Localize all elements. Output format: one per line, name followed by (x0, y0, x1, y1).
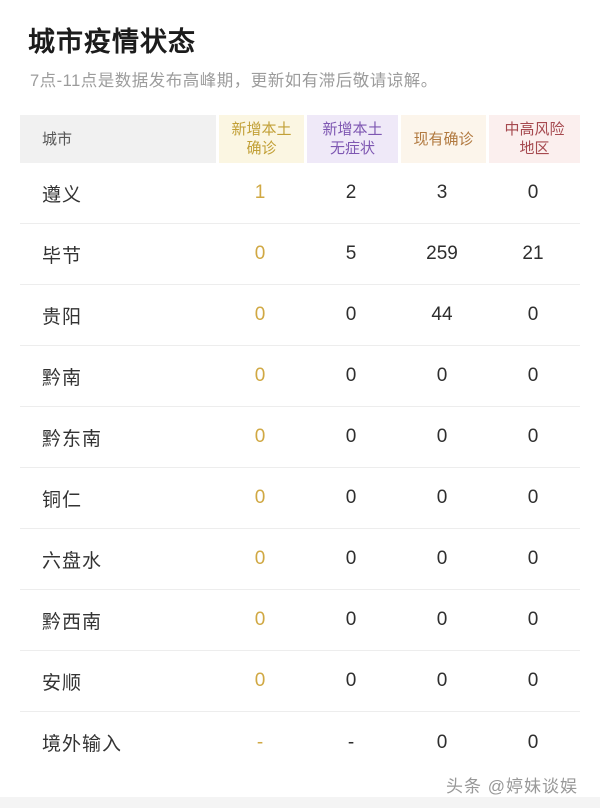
table-row: 贵阳 0 0 44 0 (20, 285, 580, 346)
table-row: 毕节 0 5 259 21 (20, 224, 580, 285)
table-row: 六盘水 0 0 0 0 (20, 529, 580, 590)
value-cell-new-local-asymptomatic: 0 (345, 304, 357, 325)
table-header-row: 城市 新增本土 确诊 新增本土 无症状 现有确诊 中高风险 地区 (20, 115, 580, 163)
value-cell-med-high-risk-areas: 0 (527, 365, 539, 386)
value-cell-existing-confirmed: 44 (431, 304, 453, 325)
value-cell-med-high-risk-areas: 21 (522, 243, 544, 264)
value-cell-existing-confirmed: 0 (436, 609, 448, 630)
bottom-band (0, 797, 600, 808)
value-cell-new-local-asymptomatic: 0 (345, 365, 357, 386)
value-cell-new-local-asymptomatic: 0 (345, 670, 357, 691)
city-cell: 六盘水 (42, 550, 103, 572)
value-cell-new-local-asymptomatic: - (347, 731, 355, 753)
value-cell-new-local-confirmed: - (256, 731, 264, 753)
city-cell: 贵阳 (42, 306, 83, 328)
table-row: 铜仁 0 0 0 0 (20, 468, 580, 529)
value-cell-new-local-asymptomatic: 0 (345, 548, 357, 569)
value-cell-existing-confirmed: 0 (436, 426, 448, 447)
value-cell-new-local-confirmed: 0 (254, 365, 266, 386)
city-cell: 黔东南 (42, 428, 103, 450)
value-cell-new-local-asymptomatic: 5 (345, 243, 357, 264)
value-cell-med-high-risk-areas: 0 (527, 304, 539, 325)
value-cell-med-high-risk-areas: 0 (527, 670, 539, 691)
value-cell-med-high-risk-areas: 0 (527, 426, 539, 447)
table-row: 黔南 0 0 0 0 (20, 346, 580, 407)
value-cell-new-local-confirmed: 0 (254, 670, 266, 691)
column-header-new-local-confirmed: 新增本土 确诊 (216, 115, 304, 163)
value-cell-new-local-confirmed: 0 (254, 426, 266, 447)
value-cell-new-local-confirmed: 0 (254, 548, 266, 569)
value-cell-existing-confirmed: 0 (436, 670, 448, 691)
value-cell-new-local-asymptomatic: 0 (345, 426, 357, 447)
value-cell-new-local-confirmed: 0 (254, 487, 266, 508)
value-cell-med-high-risk-areas: 0 (527, 548, 539, 569)
epidemic-table: 城市 新增本土 确诊 新增本土 无症状 现有确诊 中高风险 地区 遵义 1 2 3 0 毕节 0 5 2… (20, 115, 580, 773)
column-header-city: 城市 (20, 115, 216, 163)
column-header-new-local-asymptomatic: 新增本土 无症状 (304, 115, 398, 163)
value-cell-new-local-confirmed: 0 (254, 304, 266, 325)
value-cell-med-high-risk-areas: 0 (527, 487, 539, 508)
table-body: 遵义 1 2 3 0 毕节 0 5 259 21 贵阳 0 0 44 0 黔南 0 0 0 0 黔东南 0 0 0 0 铜仁 0 0 0… (20, 163, 580, 773)
value-cell-existing-confirmed: 0 (436, 731, 448, 753)
watermark: 头条 @婷妹谈娱 (446, 777, 578, 796)
value-cell-existing-confirmed: 3 (436, 182, 448, 203)
value-cell-med-high-risk-areas: 0 (527, 182, 539, 203)
value-cell-new-local-confirmed: 0 (254, 609, 266, 630)
value-cell-new-local-confirmed: 1 (254, 182, 266, 203)
table-row: 境外输入 - - 0 0 (20, 712, 580, 773)
city-cell: 毕节 (42, 245, 83, 267)
table-row: 黔东南 0 0 0 0 (20, 407, 580, 468)
value-cell-new-local-confirmed: 0 (254, 243, 266, 264)
value-cell-existing-confirmed: 259 (426, 243, 458, 264)
table-row: 遵义 1 2 3 0 (20, 163, 580, 224)
value-cell-med-high-risk-areas: 0 (527, 731, 539, 753)
city-cell: 黔西南 (42, 611, 103, 633)
value-cell-new-local-asymptomatic: 0 (345, 487, 357, 508)
column-header-existing-confirmed: 现有确诊 (398, 115, 486, 163)
value-cell-existing-confirmed: 0 (436, 487, 448, 508)
city-cell: 黔南 (42, 367, 83, 389)
city-cell: 境外输入 (42, 734, 123, 755)
page-title: 城市疫情状态 (28, 27, 196, 57)
city-cell: 遵义 (42, 184, 83, 206)
value-cell-med-high-risk-areas: 0 (527, 609, 539, 630)
value-cell-new-local-asymptomatic: 0 (345, 609, 357, 630)
value-cell-existing-confirmed: 0 (436, 548, 448, 569)
column-header-med-high-risk-areas: 中高风险 地区 (486, 115, 580, 163)
value-cell-existing-confirmed: 0 (436, 365, 448, 386)
city-cell: 铜仁 (42, 489, 83, 511)
city-cell: 安顺 (42, 672, 83, 694)
page-subtitle: 7点-11点是数据发布高峰期，更新如有滞后敬请谅解。 (30, 72, 438, 90)
table-row: 安顺 0 0 0 0 (20, 651, 580, 712)
value-cell-new-local-asymptomatic: 2 (345, 182, 357, 203)
table-row: 黔西南 0 0 0 0 (20, 590, 580, 651)
